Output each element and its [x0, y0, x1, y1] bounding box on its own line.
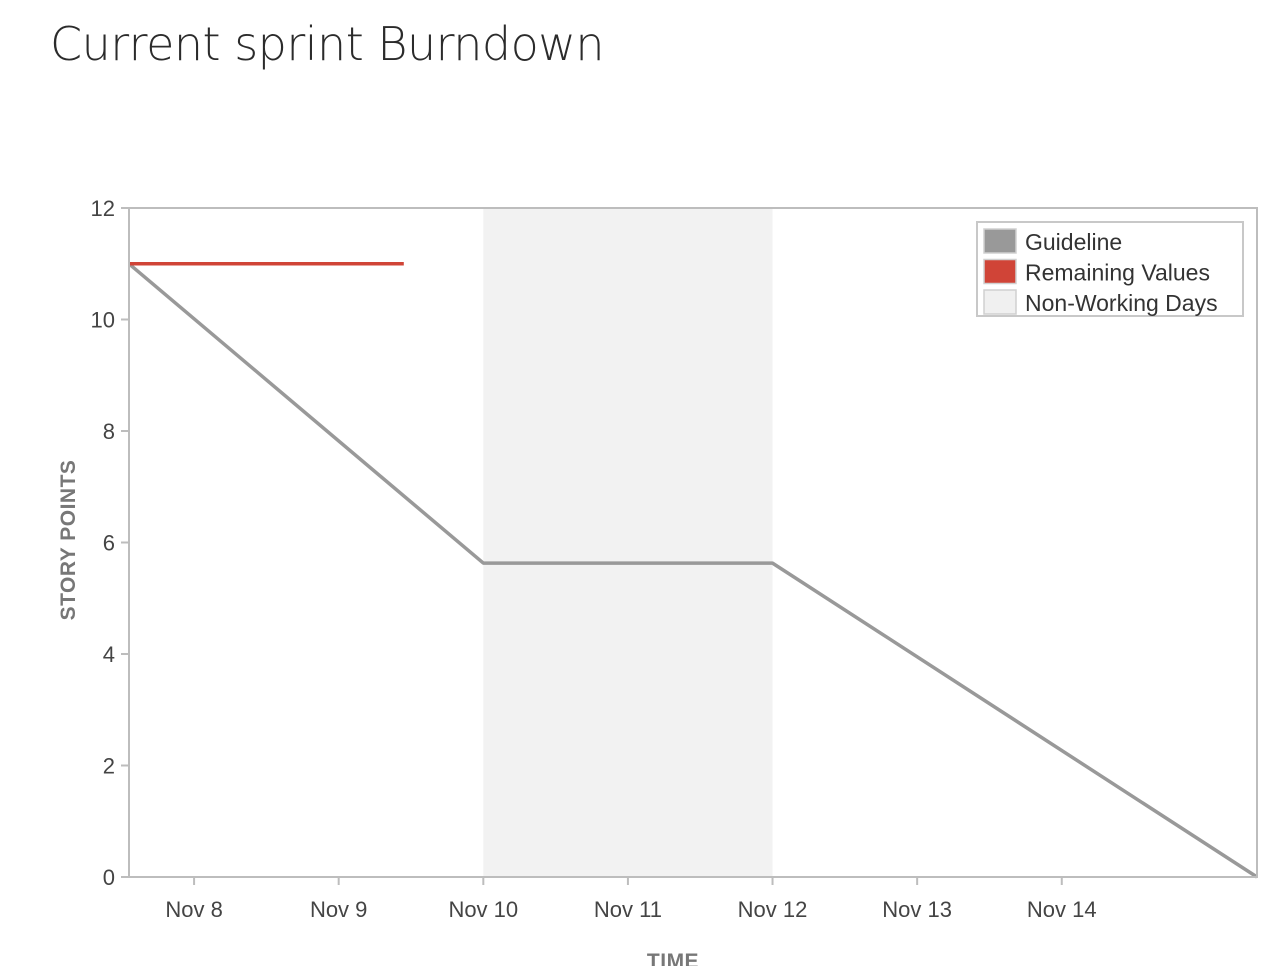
page-title: Current sprint Burndown: [50, 17, 605, 71]
x-axis-title: TIME: [647, 950, 699, 966]
legend-label: Guideline: [1025, 229, 1122, 255]
x-tick-label: Nov 11: [594, 897, 662, 922]
legend-swatch: [983, 289, 1017, 315]
y-tick-label: 10: [91, 308, 115, 333]
legend-label: Non-Working Days: [1025, 290, 1218, 316]
legend-swatch: [983, 228, 1017, 254]
x-tick-label: Nov 8: [165, 897, 222, 922]
y-tick-label: 12: [91, 196, 115, 221]
y-tick-label: 2: [103, 754, 115, 779]
y-tick-label: 8: [103, 419, 115, 444]
y-tick-label: 4: [103, 642, 115, 667]
non-working-band: [483, 208, 773, 877]
y-axis-title: STORY POINTS: [57, 460, 80, 621]
x-tick-label: Nov 10: [448, 897, 518, 922]
legend-swatch: [983, 258, 1017, 285]
x-tick-label: Nov 14: [1027, 897, 1097, 922]
legend-label: Remaining Values: [1025, 260, 1210, 286]
x-tick-label: Nov 13: [882, 897, 952, 922]
legend-box: [976, 221, 1244, 317]
y-tick-label: 6: [103, 531, 115, 556]
x-tick-label: Nov 12: [738, 897, 808, 922]
guideline-series: [127, 262, 1258, 879]
x-tick-label: Nov 9: [310, 897, 367, 922]
y-tick-label: 0: [103, 865, 115, 890]
